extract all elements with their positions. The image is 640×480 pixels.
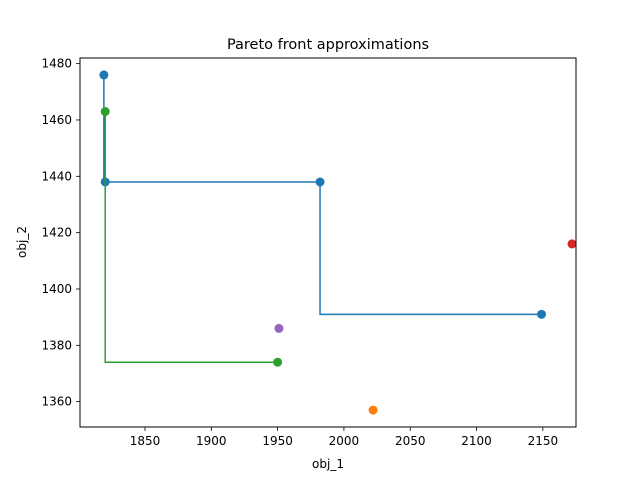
- x-tick-label: 2150: [528, 434, 559, 448]
- data-point: [368, 405, 378, 415]
- series-3: [100, 107, 283, 367]
- x-axis: 1850 1900 1950 2000 2050 2100 2150: [130, 427, 558, 448]
- series-2: [368, 405, 378, 415]
- data-point: [567, 239, 577, 249]
- chart-title: Pareto front approximations: [227, 37, 429, 53]
- series-3-step-line: [104, 111, 278, 363]
- y-axis: 1360 1380 1400 1420 1440 1460 1480: [41, 57, 80, 409]
- y-tick-label: 1420: [41, 226, 72, 240]
- y-tick-label: 1380: [41, 338, 72, 352]
- y-tick-label: 1400: [41, 282, 72, 296]
- y-axis-label: obj_2: [15, 226, 29, 258]
- x-tick-label: 1950: [262, 434, 293, 448]
- y-tick-label: 1460: [41, 113, 72, 127]
- x-tick-label: 1850: [130, 434, 161, 448]
- x-tick-label: 2000: [329, 434, 360, 448]
- series-4: [567, 239, 577, 249]
- y-tick-label: 1360: [41, 395, 72, 409]
- data-point: [99, 70, 109, 80]
- plot-area: [99, 70, 577, 415]
- y-tick-label: 1440: [41, 169, 72, 183]
- data-point: [315, 177, 325, 187]
- x-tick-label: 1900: [196, 434, 227, 448]
- data-point: [274, 323, 284, 333]
- series-1: [99, 70, 547, 319]
- y-tick-label: 1480: [41, 57, 72, 71]
- data-point: [537, 309, 547, 319]
- series-1-step-line: [103, 74, 542, 316]
- x-axis-label: obj_1: [312, 457, 344, 471]
- data-point: [273, 357, 283, 367]
- x-tick-label: 2100: [461, 434, 492, 448]
- x-tick-label: 2050: [395, 434, 426, 448]
- series-5: [274, 323, 284, 333]
- data-point: [100, 107, 110, 117]
- plot-frame: [79, 57, 577, 428]
